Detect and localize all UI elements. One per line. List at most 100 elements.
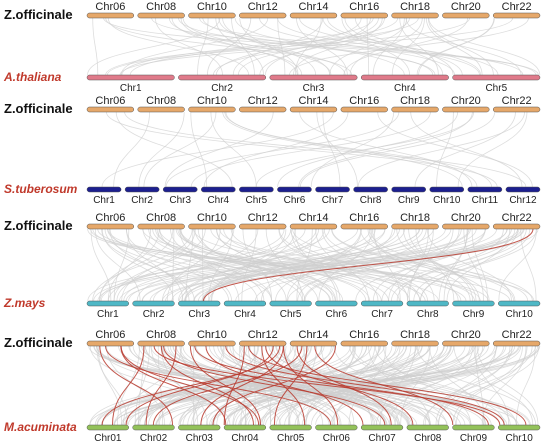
bottom-chromosome-label: Chr6	[284, 195, 306, 206]
gray-synteny-link	[106, 111, 498, 188]
red-synteny-link	[205, 345, 364, 426]
bottom-chromosome-bar	[124, 186, 160, 193]
gray-synteny-link	[223, 345, 448, 426]
bottom-chromosome-bar	[223, 300, 267, 307]
gray-synteny-link	[373, 228, 401, 302]
gray-synteny-link	[184, 228, 508, 302]
bottom-chromosome-label: Chr9	[463, 309, 485, 320]
gray-synteny-link	[288, 345, 317, 426]
bottom-chromosome-bar	[406, 424, 449, 431]
gray-synteny-link	[437, 345, 540, 426]
bottom-chromosome-bar	[239, 186, 274, 193]
gray-synteny-link	[119, 17, 514, 76]
bottom-chromosome-label: Chr4	[207, 195, 229, 206]
bottom-chromosome-label: Chr9	[398, 195, 420, 206]
gray-synteny-link	[278, 228, 428, 302]
top-chromosome-bar	[391, 106, 439, 113]
gray-synteny-link	[327, 17, 481, 76]
gray-synteny-link	[120, 17, 269, 76]
top-chromosome-bar	[340, 106, 388, 113]
gray-synteny-link	[396, 228, 504, 302]
bottom-chromosome-bar	[86, 186, 122, 193]
top-chromosome-bar	[340, 223, 388, 230]
bottom-chromosome-bar	[178, 74, 267, 81]
gray-synteny-link	[99, 228, 174, 302]
bottom-chromosome-bar	[452, 300, 495, 307]
top-chromosome-bar	[137, 340, 185, 347]
top-chromosome-label: Chr18	[400, 329, 430, 341]
species-top-label: Z.officinale	[4, 101, 73, 116]
bottom-chromosome-label: Chr10	[506, 309, 534, 320]
gray-synteny-link	[138, 111, 185, 188]
top-chromosome-label: Chr18	[400, 1, 430, 13]
chromosome-tracks	[86, 12, 541, 431]
species-top-label: Z.officinale	[4, 218, 73, 233]
gray-synteny-link	[435, 345, 497, 426]
top-chromosome-label: Chr06	[95, 1, 125, 13]
gray-synteny-link	[366, 17, 370, 76]
top-chromosome-bar	[340, 12, 388, 19]
top-chromosome-label: Chr12	[248, 1, 278, 13]
red-synteny-link	[273, 345, 308, 426]
top-chromosome-bar	[492, 106, 541, 113]
top-chromosome-bar	[188, 106, 236, 113]
gray-synteny-link	[275, 345, 531, 426]
bottom-chromosome-label: Chr2	[143, 309, 165, 320]
gray-synteny-link	[121, 228, 196, 302]
bottom-chromosome-label: Chr08	[414, 433, 442, 444]
bottom-chromosome-bar	[86, 300, 129, 307]
gray-synteny-link	[289, 17, 529, 76]
top-chromosome-bar	[86, 106, 135, 113]
bottom-chromosome-label: Chr07	[368, 433, 396, 444]
gray-synteny-link	[360, 228, 490, 302]
red-synteny-link	[282, 345, 339, 426]
top-chromosome-bar	[442, 12, 490, 19]
top-chromosome-bar	[137, 106, 185, 113]
top-chromosome-label: Chr10	[197, 95, 227, 107]
red-synteny-link	[163, 345, 386, 426]
gray-synteny-link	[210, 228, 287, 302]
gray-synteny-link	[242, 345, 466, 426]
gray-synteny-link	[443, 228, 468, 302]
top-chromosome-bar	[442, 223, 490, 230]
gray-synteny-link	[202, 228, 204, 302]
gray-synteny-link	[171, 17, 303, 76]
bottom-chromosome-bar	[467, 186, 503, 193]
gray-synteny-link	[172, 228, 175, 302]
gray-synteny-link	[165, 111, 400, 188]
gray-synteny-link	[426, 228, 512, 302]
top-chromosome-bar	[239, 12, 287, 19]
gray-synteny-link	[310, 111, 395, 188]
bottom-chromosome-bar	[360, 424, 404, 431]
top-chromosome-bar	[492, 223, 541, 230]
gray-synteny-link	[408, 228, 429, 302]
top-chromosome-label: Chr20	[451, 95, 481, 107]
top-chromosome-label: Chr10	[197, 1, 227, 13]
gray-synteny-link	[127, 345, 431, 426]
top-chromosome-bar	[188, 340, 236, 347]
gray-synteny-link	[134, 345, 150, 426]
gray-synteny-link	[424, 345, 513, 426]
bottom-chromosome-label: Chr05	[277, 433, 305, 444]
gray-synteny-link	[290, 228, 341, 302]
top-chromosome-bar	[442, 106, 490, 113]
species-bottom-label: M.acuminata	[4, 420, 77, 434]
gray-synteny-link	[101, 111, 334, 188]
gray-synteny-link	[331, 228, 533, 302]
top-chromosome-label: Chr12	[248, 95, 278, 107]
bottom-chromosome-label: Chr04	[231, 433, 259, 444]
red-synteny-link	[120, 345, 260, 426]
bottom-chromosome-label: Chr5	[280, 309, 302, 320]
bottom-chromosome-bar	[277, 186, 312, 193]
gray-synteny-link	[290, 228, 421, 302]
top-chromosome-bar	[239, 223, 287, 230]
gray-synteny-link	[171, 228, 471, 302]
red-synteny-link	[160, 345, 254, 426]
gray-synteny-link	[121, 17, 374, 76]
gray-synteny-link	[369, 228, 516, 302]
gray-synteny-link	[428, 17, 541, 76]
bottom-chromosome-bar	[498, 300, 541, 307]
gray-synteny-link	[137, 345, 405, 426]
gray-synteny-link	[388, 228, 454, 302]
gray-synteny-link	[162, 228, 259, 302]
